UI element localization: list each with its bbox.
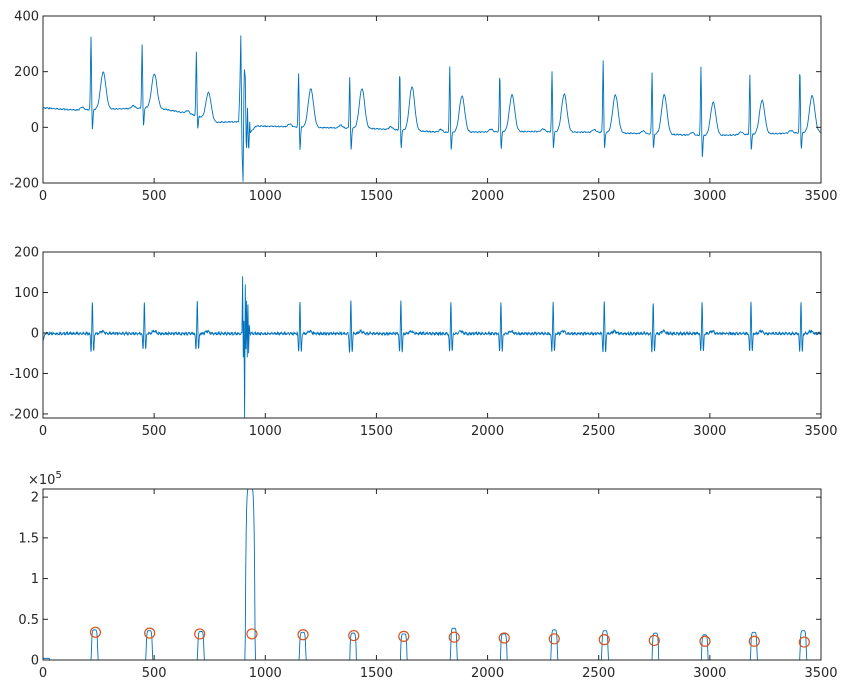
peak-marker (297, 629, 309, 641)
peak-marker (246, 628, 258, 640)
y-tick-label: 0.5 (18, 613, 39, 628)
x-tick-label: 2500 (582, 189, 615, 204)
axes-3-frame (42, 488, 822, 661)
peak-marker (498, 632, 510, 644)
x-tick-label: 3500 (804, 424, 837, 439)
peak-marker (748, 635, 760, 647)
peak-marker (89, 626, 102, 638)
x-tick-label: 2500 (582, 666, 615, 681)
peak-marker (398, 630, 410, 642)
axes-3: 0 500 1000 1500 2000 2500 3000 3500 0 0.5 1 1.5 2 ×1… (18, 470, 837, 681)
y-tick-label: 2 (31, 491, 39, 506)
x-tick-label: 0 (39, 666, 47, 681)
peak-marker (648, 634, 660, 647)
x-tick-label: 3000 (693, 424, 726, 439)
x-tick-label: 2500 (582, 424, 615, 439)
axes-2-frame (42, 251, 822, 419)
y-tick-label: 0 (31, 326, 39, 341)
x-tick-label: 0 (39, 189, 47, 204)
x-tick-label: 1500 (360, 424, 393, 439)
y-tick-label: -200 (9, 177, 39, 192)
axes-2-line (43, 276, 821, 418)
axes-3-ticks: 0 500 1000 1500 2000 2500 3000 3500 0 0.5 1 1.5 2 (18, 489, 838, 681)
x-tick-label: 2000 (471, 189, 504, 204)
y-tick-label: 1 (31, 572, 39, 587)
x-tick-label: 1000 (249, 666, 282, 681)
axes-3-plot-area (43, 489, 821, 660)
peak-marker (548, 633, 560, 645)
x-tick-label: 500 (142, 189, 167, 204)
peak-marker (144, 627, 156, 639)
x-tick-label: 500 (142, 424, 167, 439)
x-tick-label: 1500 (360, 666, 393, 681)
axes-2: 0 500 1000 1500 2000 2500 3000 3500 -200 -100 0 100… (9, 246, 837, 440)
y-tick-label: 0 (31, 121, 39, 136)
x-tick-label: 3500 (804, 189, 837, 204)
y-tick-label: 100 (14, 286, 39, 301)
y-tick-label: 200 (14, 65, 39, 80)
y-tick-label: 400 (14, 10, 39, 25)
axes-1-frame (42, 15, 822, 184)
x-tick-label: 2000 (471, 424, 504, 439)
x-tick-label: 2000 (471, 666, 504, 681)
peak-marker (448, 631, 460, 643)
x-tick-label: 1000 (249, 189, 282, 204)
peak-marker (348, 629, 360, 642)
x-tick-label: 1000 (249, 424, 282, 439)
peak-marker (699, 635, 711, 647)
x-tick-label: 3500 (804, 666, 837, 681)
axes-1-plot-area (43, 35, 821, 182)
x-tick-label: 3000 (693, 666, 726, 681)
axes-3-exponent-label: ×105 (28, 470, 62, 488)
x-tick-label: 0 (39, 424, 47, 439)
y-tick-label: 1.5 (18, 531, 39, 546)
axes-2-plot-area (43, 276, 821, 418)
x-tick-label: 3000 (693, 189, 726, 204)
axes-1-line (43, 35, 821, 182)
y-tick-label: -100 (9, 367, 39, 382)
peak-marker (798, 636, 810, 648)
y-tick-label: 0 (31, 654, 39, 669)
y-tick-label: 200 (14, 246, 39, 261)
x-tick-label: 1500 (360, 189, 393, 204)
y-tick-label: -200 (9, 407, 39, 422)
peak-marker (598, 634, 610, 646)
axes-2-ticks: 0 500 1000 1500 2000 2500 3000 3500 -200 -100 0 100… (9, 246, 837, 440)
x-tick-label: 500 (142, 666, 167, 681)
peak-marker (194, 628, 206, 640)
